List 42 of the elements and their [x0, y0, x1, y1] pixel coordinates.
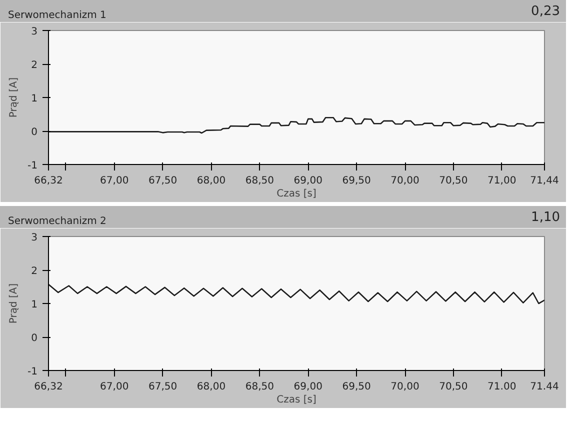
x-tick-label: 68,00 — [196, 382, 226, 392]
x-tick-label: 70,00 — [390, 382, 420, 392]
line-series — [48, 284, 544, 304]
x-tick-label: 69,50 — [342, 382, 371, 392]
y-tick-label: -1 — [28, 160, 38, 172]
y-tick-label: 2 — [31, 266, 38, 277]
x-tick-label: 69,00 — [294, 176, 322, 186]
x-tick-label: 68,00 — [196, 176, 226, 186]
x-tick-label: 71.44 — [530, 382, 559, 392]
y-tick-label: 3 — [31, 26, 38, 38]
x-axis-title: Czas [s] — [276, 188, 316, 200]
y-tick-label: 3 — [31, 232, 38, 244]
x-tick-label: 70,50 — [439, 176, 468, 186]
y-tick-label: -1 — [28, 366, 38, 378]
x-tick-label: 68,50 — [245, 176, 274, 186]
y-tick-label: 1 — [31, 94, 38, 104]
x-tick-label: 67,00 — [100, 176, 129, 186]
y-tick-label: 2 — [31, 60, 38, 71]
x-tick-label: 66,32 — [34, 176, 63, 186]
text: 0,23 — [531, 3, 560, 21]
y-tick-label: 0 — [31, 333, 38, 344]
x-axis-title: Czas [s] — [276, 394, 316, 406]
x-tick-label: 71,44 — [530, 176, 559, 186]
x-tick-label: 69,50 — [342, 176, 371, 186]
y-axis-title: Prąd [A] — [8, 77, 20, 118]
line-series — [48, 116, 544, 134]
x-tick-label: 71,00 — [488, 176, 516, 186]
x-tick-label: 70,00 — [390, 176, 420, 186]
x-tick-label: 67,50 — [148, 382, 178, 392]
y-axis-title: Prąd [A] — [8, 283, 20, 324]
x-tick-label: 67,50 — [148, 176, 178, 186]
y-tick-label: 1 — [31, 300, 38, 310]
x-tick-label: 68,50 — [245, 382, 274, 392]
x-tick-label: 71.00 — [488, 382, 516, 392]
x-tick-label: 70,50 — [439, 382, 468, 392]
x-tick-label: 66,32 — [34, 382, 63, 392]
x-tick-label: 67,00 — [100, 382, 129, 392]
chart-title: Serwomechanizm 1 — [8, 9, 106, 23]
y-tick-label: 0 — [31, 127, 38, 138]
chart-title: Serwomechanizm 2 — [8, 215, 106, 229]
x-tick-label: 69,00 — [294, 382, 322, 392]
text: 1,10 — [531, 209, 560, 227]
